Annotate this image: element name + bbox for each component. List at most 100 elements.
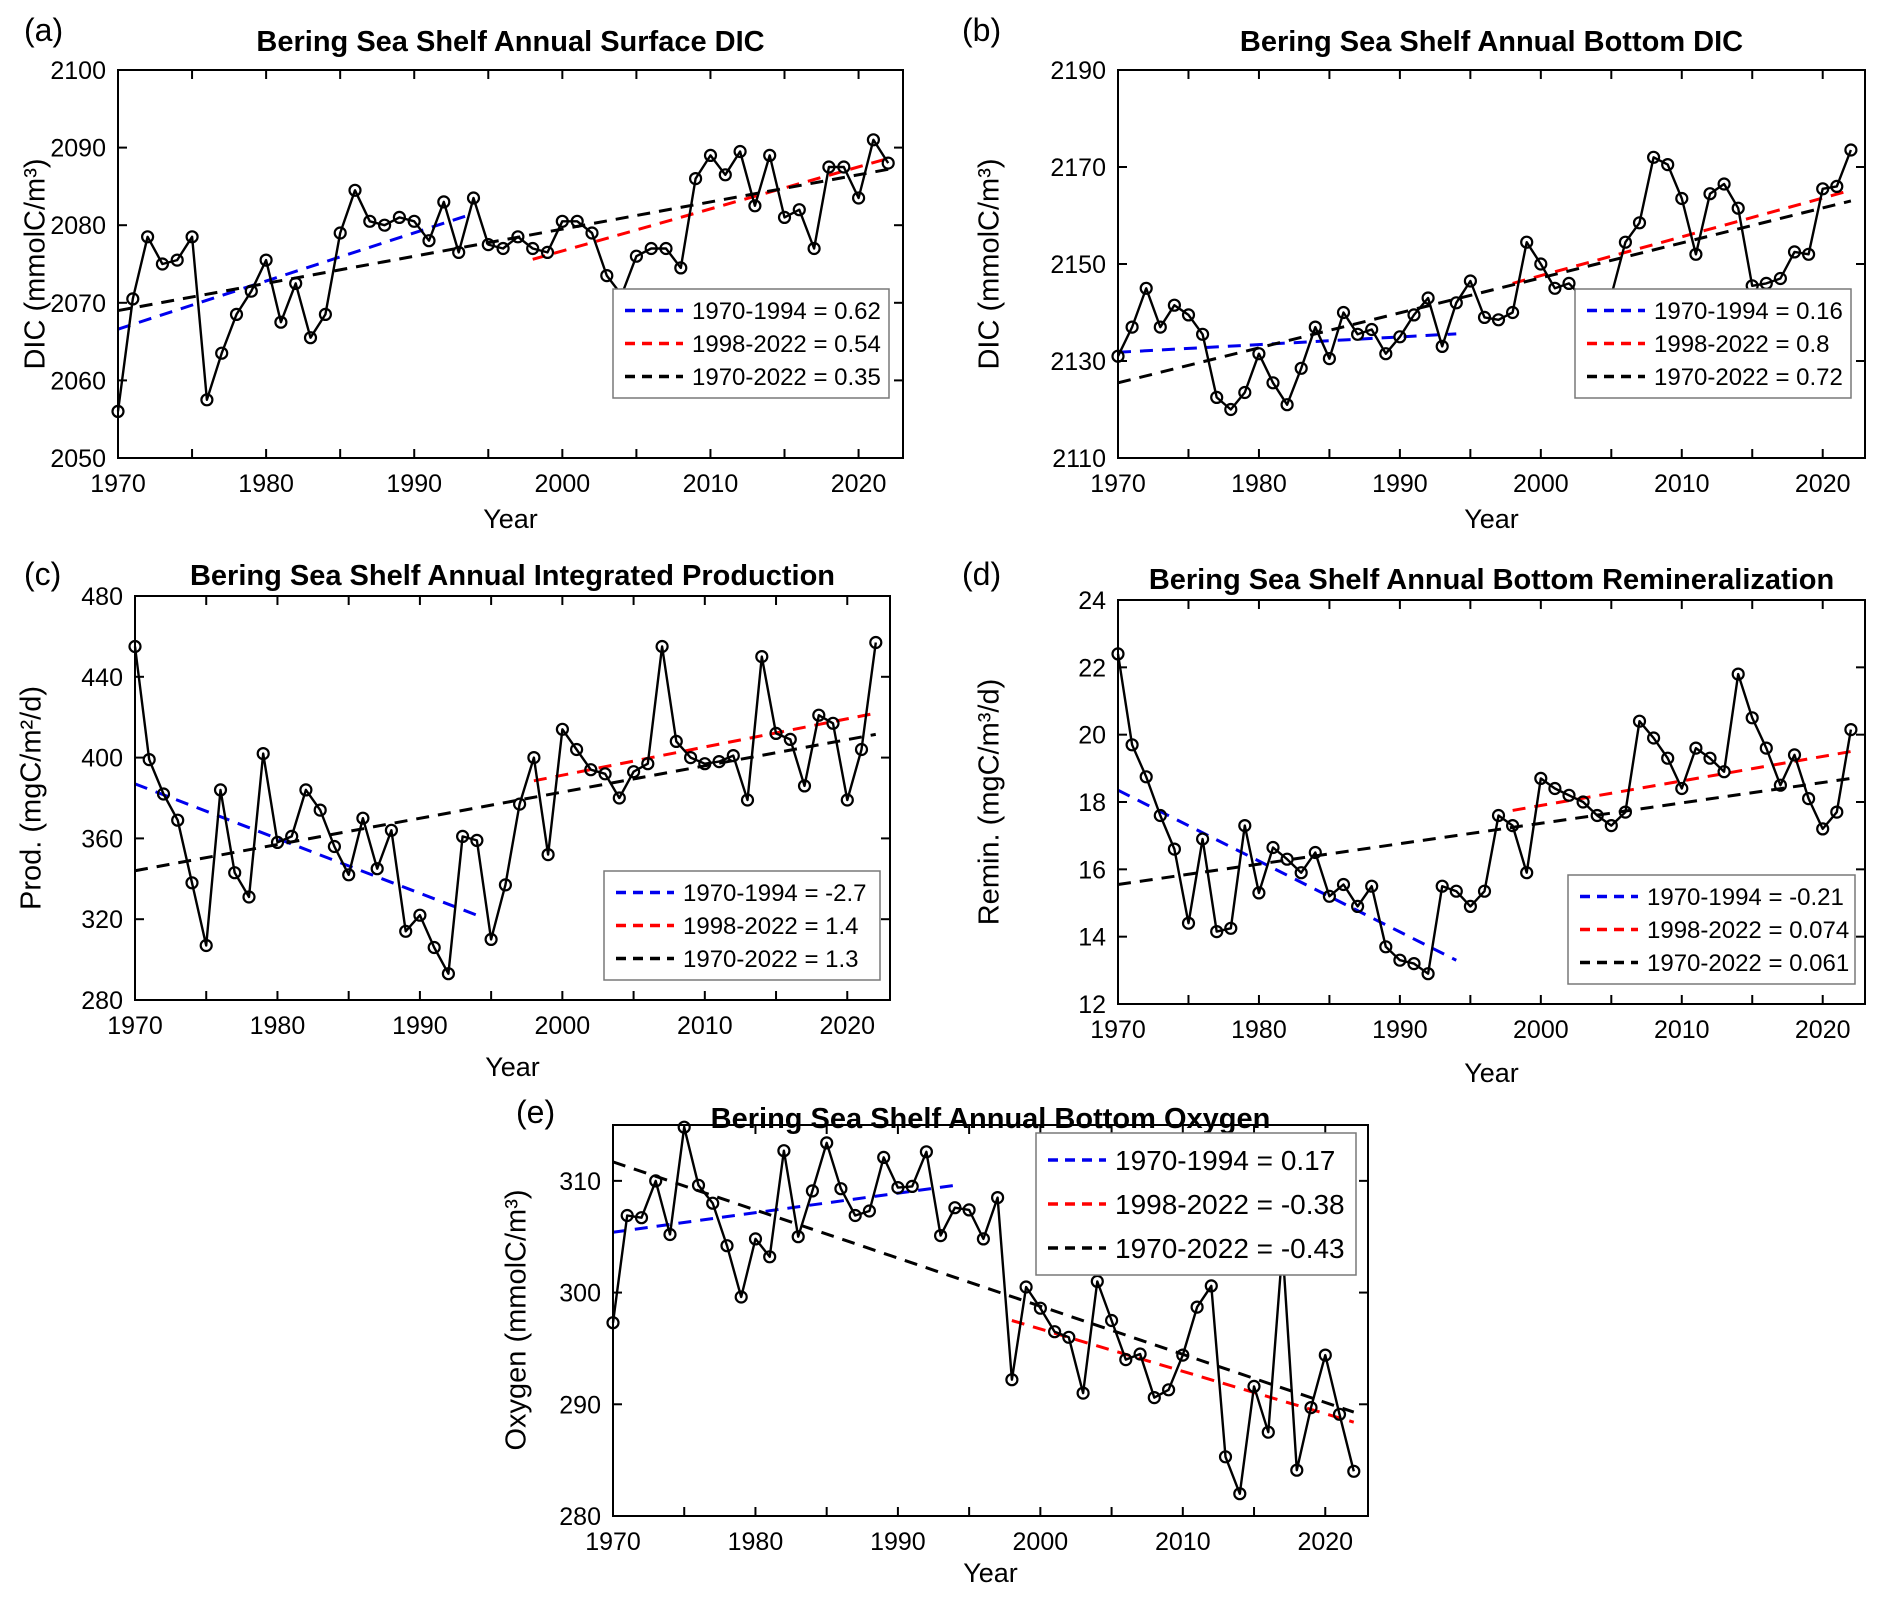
panel-a-x-axis-label: Year — [483, 504, 538, 534]
svg-text:2060: 2060 — [50, 367, 106, 395]
svg-text:1970: 1970 — [90, 470, 146, 498]
panel-e-x-axis-label: Year — [963, 1558, 1018, 1588]
svg-text:280: 280 — [81, 987, 123, 1015]
svg-text:1970-1994 = -2.7: 1970-1994 = -2.7 — [683, 880, 866, 907]
panel-c: Bering Sea Shelf Annual Integrated Produ… — [0, 550, 946, 1110]
svg-text:2000: 2000 — [1013, 1528, 1069, 1556]
svg-text:1990: 1990 — [1372, 470, 1428, 498]
panel-b-plot: 1970 1980 1990 2000 2010 2020 2110 2130 2150 2170… — [1050, 57, 1866, 498]
svg-text:2010: 2010 — [683, 470, 739, 498]
svg-text:1970: 1970 — [107, 1012, 163, 1040]
panel-d-x-axis-label: Year — [1464, 1058, 1519, 1088]
svg-text:280: 280 — [559, 1503, 601, 1531]
panel-c-title: Bering Sea Shelf Annual Integrated Produ… — [189, 560, 836, 592]
panel-c-plot: 1970 1980 1990 2000 2010 2020 280 320 360 400 440 4… — [81, 583, 891, 1040]
panel-a: Bering Sea Shelf Annual Surface DIC DIC … — [0, 0, 946, 550]
panel-e: Bering Sea Shelf Annual Bottom Oxygen Ox… — [450, 1085, 1450, 1603]
svg-text:2020: 2020 — [1795, 1016, 1851, 1044]
svg-text:2110: 2110 — [1052, 445, 1106, 473]
svg-text:2090: 2090 — [50, 135, 106, 163]
svg-text:1998-2022 = 1.4: 1998-2022 = 1.4 — [683, 913, 859, 940]
svg-text:1970-2022 = 0.35: 1970-2022 = 0.35 — [692, 364, 881, 391]
panel-e-title: Bering Sea Shelf Annual Bottom Oxygen — [710, 1103, 1271, 1135]
svg-text:2020: 2020 — [831, 470, 887, 498]
svg-text:1970-2022 = -0.43: 1970-2022 = -0.43 — [1115, 1233, 1345, 1264]
svg-text:360: 360 — [81, 825, 123, 853]
svg-text:1998-2022 = 0.54: 1998-2022 = 0.54 — [692, 331, 881, 358]
svg-text:1990: 1990 — [386, 470, 442, 498]
panel-b-title: Bering Sea Shelf Annual Bottom DIC — [1239, 26, 1744, 58]
svg-text:1970: 1970 — [1090, 470, 1146, 498]
svg-text:2080: 2080 — [50, 212, 106, 240]
svg-text:2190: 2190 — [1050, 57, 1106, 85]
svg-text:2170: 2170 — [1050, 154, 1106, 182]
svg-text:2010: 2010 — [1654, 470, 1710, 498]
svg-text:2020: 2020 — [819, 1012, 875, 1040]
svg-text:1980: 1980 — [728, 1528, 784, 1556]
panel-b-x-axis-label: Year — [1464, 504, 1519, 534]
svg-text:16: 16 — [1078, 856, 1106, 884]
svg-text:1970-1994 = 0.16: 1970-1994 = 0.16 — [1654, 298, 1843, 325]
svg-text:1990: 1990 — [1372, 1016, 1428, 1044]
svg-text:2100: 2100 — [50, 57, 106, 85]
svg-text:2010: 2010 — [677, 1012, 733, 1040]
svg-text:24: 24 — [1078, 587, 1106, 615]
svg-text:300: 300 — [559, 1280, 601, 1308]
svg-text:320: 320 — [81, 906, 123, 934]
svg-text:1970-2022 = 1.3: 1970-2022 = 1.3 — [683, 946, 859, 973]
svg-text:2000: 2000 — [535, 1012, 591, 1040]
svg-text:1970-1994 = 0.17: 1970-1994 = 0.17 — [1115, 1145, 1335, 1176]
svg-text:2000: 2000 — [535, 470, 591, 498]
svg-text:1970: 1970 — [1090, 1016, 1146, 1044]
svg-text:2070: 2070 — [50, 290, 106, 318]
svg-text:2010: 2010 — [1654, 1016, 1710, 1044]
svg-text:1990: 1990 — [392, 1012, 448, 1040]
panel-a-letter: (a) — [24, 12, 64, 48]
svg-text:290: 290 — [559, 1391, 601, 1419]
svg-text:2000: 2000 — [1513, 470, 1569, 498]
svg-text:1998-2022 = 0.8: 1998-2022 = 0.8 — [1654, 331, 1830, 358]
svg-text:1970-2022 = 0.061: 1970-2022 = 0.061 — [1647, 950, 1849, 977]
svg-text:440: 440 — [81, 664, 123, 692]
svg-text:1970-1994 = -0.21: 1970-1994 = -0.21 — [1647, 884, 1844, 911]
svg-text:480: 480 — [81, 583, 123, 611]
panel-e-letter: (e) — [516, 1094, 556, 1130]
svg-text:1970-1994 = 0.62: 1970-1994 = 0.62 — [692, 298, 881, 325]
svg-text:1980: 1980 — [238, 470, 294, 498]
svg-text:12: 12 — [1078, 991, 1106, 1019]
svg-text:2130: 2130 — [1050, 348, 1106, 376]
panel-a-plot: 1970 1980 1990 2000 2010 2020 2050 2060 2070 2080… — [50, 57, 904, 498]
svg-text:1980: 1980 — [1231, 1016, 1287, 1044]
svg-text:310: 310 — [559, 1168, 601, 1196]
svg-text:400: 400 — [81, 745, 123, 773]
svg-text:2020: 2020 — [1795, 470, 1851, 498]
svg-text:2000: 2000 — [1513, 1016, 1569, 1044]
svg-text:1970-2022 = 0.72: 1970-2022 = 0.72 — [1654, 364, 1843, 391]
svg-text:1998-2022 = 0.074: 1998-2022 = 0.074 — [1647, 917, 1849, 944]
svg-text:1980: 1980 — [250, 1012, 306, 1040]
panel-b-letter: (b) — [962, 12, 1002, 48]
svg-text:2150: 2150 — [1050, 251, 1106, 279]
panel-d-letter: (d) — [962, 556, 1002, 592]
svg-text:2020: 2020 — [1297, 1528, 1353, 1556]
svg-text:2010: 2010 — [1155, 1528, 1211, 1556]
svg-text:1998-2022 = -0.38: 1998-2022 = -0.38 — [1115, 1189, 1345, 1220]
svg-text:14: 14 — [1078, 924, 1106, 952]
svg-text:18: 18 — [1078, 789, 1106, 817]
svg-text:20: 20 — [1078, 722, 1106, 750]
svg-text:1970: 1970 — [585, 1528, 641, 1556]
panel-d-plot: 1970 1980 1990 2000 2010 2020 12 14 16 18 20 22 24 19… — [1078, 587, 1866, 1044]
panel-a-title: Bering Sea Shelf Annual Surface DIC — [256, 26, 765, 58]
svg-text:1990: 1990 — [870, 1528, 926, 1556]
panel-c-x-axis-label: Year — [485, 1052, 540, 1082]
panel-b: Bering Sea Shelf Annual Bottom DIC DIC (… — [946, 0, 1892, 550]
svg-text:1980: 1980 — [1231, 470, 1287, 498]
panel-d: Bering Sea Shelf Annual Bottom Remineral… — [946, 550, 1892, 1110]
panel-e-plot: 1970 1980 1990 2000 2010 2020 280 290 300 310 1970… — [559, 1120, 1369, 1556]
panel-c-letter: (c) — [24, 556, 62, 592]
svg-text:22: 22 — [1078, 654, 1106, 682]
panel-d-title: Bering Sea Shelf Annual Bottom Remineral… — [1148, 564, 1835, 596]
svg-text:2050: 2050 — [50, 445, 106, 473]
